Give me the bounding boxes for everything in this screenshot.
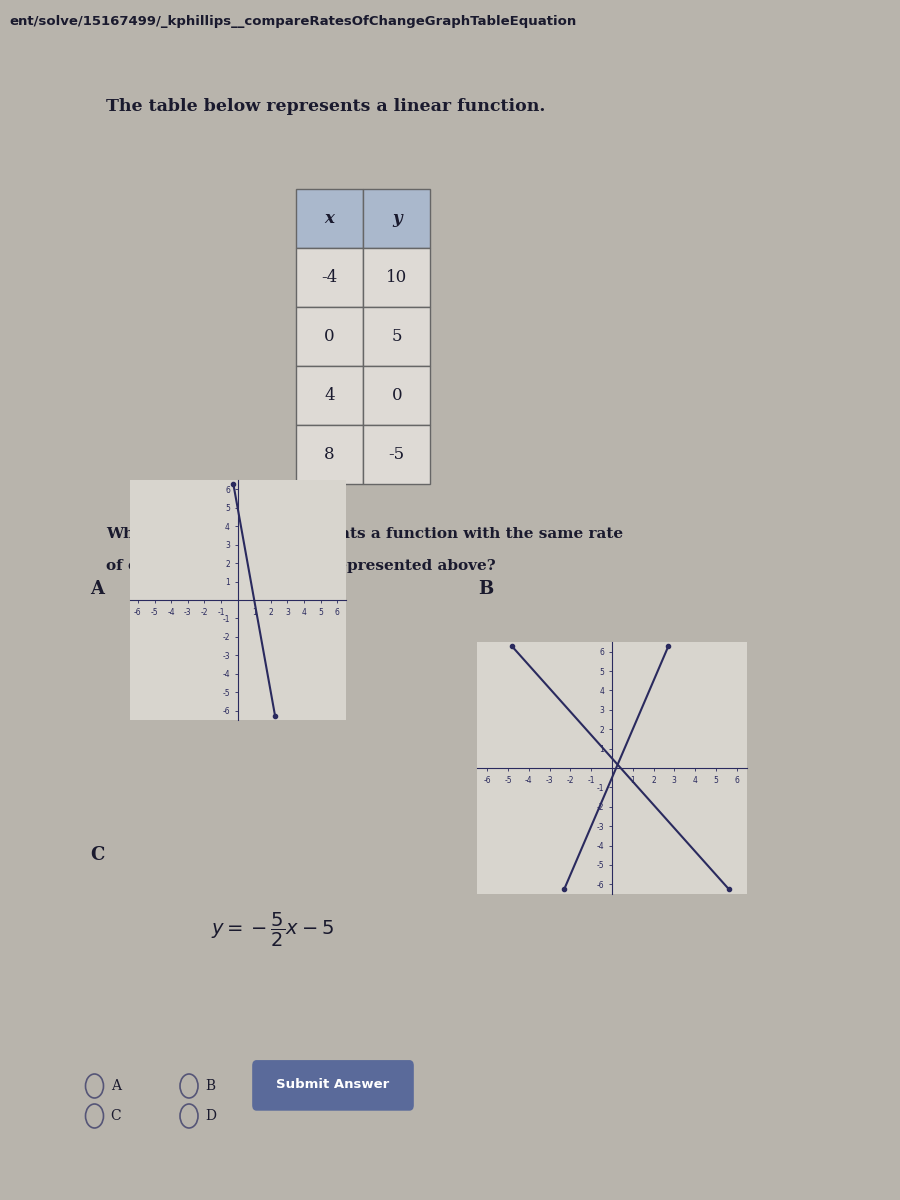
Text: D: D bbox=[205, 1109, 216, 1123]
FancyBboxPatch shape bbox=[363, 188, 430, 248]
FancyBboxPatch shape bbox=[296, 366, 363, 425]
Text: -4: -4 bbox=[321, 269, 338, 286]
FancyBboxPatch shape bbox=[296, 307, 363, 366]
Text: C: C bbox=[111, 1109, 122, 1123]
Text: -5: -5 bbox=[389, 446, 405, 463]
FancyBboxPatch shape bbox=[363, 425, 430, 485]
Text: D: D bbox=[478, 846, 493, 864]
Text: 5: 5 bbox=[392, 328, 402, 346]
Text: $y = -\dfrac{5}{2}x - 5$: $y = -\dfrac{5}{2}x - 5$ bbox=[211, 911, 334, 949]
Text: ent/solve/15167499/_kphillips__compareRatesOfChangeGraphTableEquation: ent/solve/15167499/_kphillips__compareRa… bbox=[9, 16, 576, 28]
FancyBboxPatch shape bbox=[296, 188, 363, 248]
Text: 10: 10 bbox=[386, 269, 408, 286]
Text: The table below represents a linear function.: The table below represents a linear func… bbox=[106, 97, 545, 114]
Text: 0: 0 bbox=[324, 328, 335, 346]
Text: Which relationship represents a function with the same rate: Which relationship represents a function… bbox=[106, 527, 624, 541]
Text: B: B bbox=[478, 580, 493, 598]
FancyBboxPatch shape bbox=[363, 248, 430, 307]
Text: C: C bbox=[91, 846, 105, 864]
Text: A: A bbox=[91, 580, 104, 598]
Text: Submit Answer: Submit Answer bbox=[276, 1079, 390, 1091]
Text: $y = \dfrac{1}{4}x + 3$: $y = \dfrac{1}{4}x + 3$ bbox=[594, 653, 693, 691]
Text: x: x bbox=[325, 210, 335, 227]
FancyBboxPatch shape bbox=[363, 307, 430, 366]
FancyBboxPatch shape bbox=[363, 366, 430, 425]
Text: of change as the function represented above?: of change as the function represented ab… bbox=[106, 559, 496, 574]
Text: 8: 8 bbox=[324, 446, 335, 463]
FancyBboxPatch shape bbox=[296, 425, 363, 485]
Text: B: B bbox=[205, 1079, 215, 1093]
FancyBboxPatch shape bbox=[296, 248, 363, 307]
Text: A: A bbox=[111, 1079, 121, 1093]
Text: y: y bbox=[392, 210, 401, 227]
Text: 4: 4 bbox=[324, 388, 335, 404]
Text: 0: 0 bbox=[392, 388, 402, 404]
